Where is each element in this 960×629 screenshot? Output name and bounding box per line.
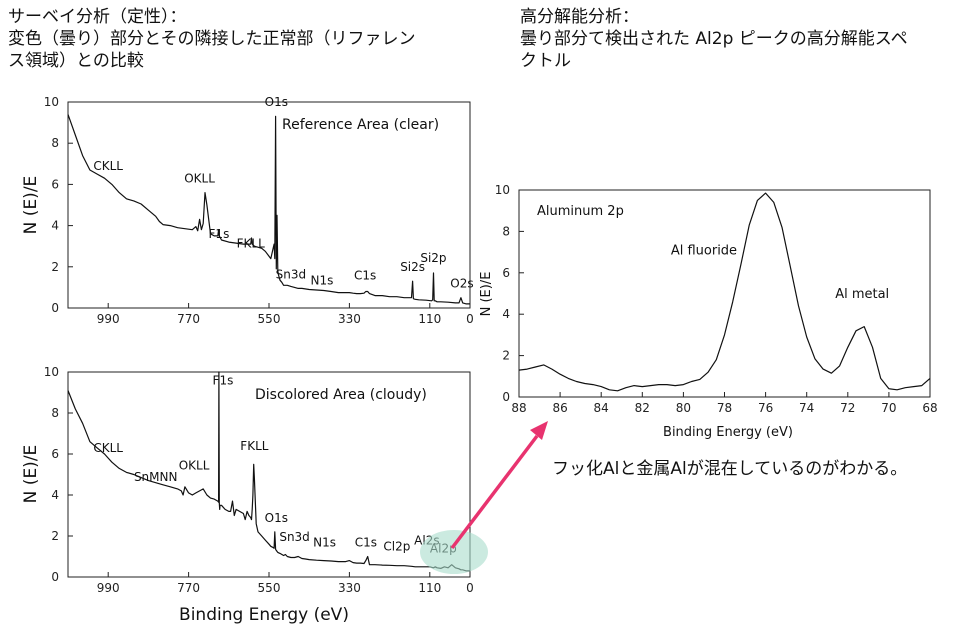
discolored-peak-label: N1s (313, 535, 336, 549)
reference-peak-label: FKLL (237, 236, 265, 250)
al2p-y-tick-label: 10 (495, 183, 510, 197)
discolored-spectrum-line (67, 371, 470, 572)
discolored-x-tick-label: 0 (466, 581, 474, 595)
discolored-peak-label: OKLL (179, 458, 210, 472)
al2p-x-tick-label: 84 (594, 401, 609, 415)
discolored-y-tick-label: 6 (51, 447, 59, 461)
discolored-x-tick-label: 110 (418, 581, 441, 595)
al2p-spectrum-line (518, 192, 931, 392)
al2p-highlight-ellipse (420, 530, 488, 574)
reference-peak-label: CKLL (93, 159, 123, 173)
al2p-x-tick-label: 76 (758, 401, 773, 415)
reference-peak-label: Si2s (400, 260, 425, 274)
al2p-x-tick-label: 74 (799, 401, 814, 415)
discolored-peak-label: FKLL (240, 439, 268, 453)
discolored-y-tick-label: 2 (51, 529, 59, 543)
discolored-area-title: Discolored Area (cloudy) (255, 387, 427, 403)
al2p-y-axis-label: N (E)/E (479, 272, 494, 317)
al2p-y-tick-label: 6 (502, 266, 510, 280)
discolored-y-tick-label: 10 (44, 365, 59, 379)
discolored-y-axis-label: N (E)/E (21, 445, 41, 504)
reference-y-tick-label: 10 (44, 95, 59, 109)
reference-peak-label: F1s (209, 227, 230, 241)
al2p-x-tick-label: 86 (552, 401, 567, 415)
reference-x-tick-label: 990 (97, 312, 120, 326)
discolored-peak-label: F1s (213, 373, 234, 387)
discolored-y-tick-label: 8 (51, 406, 59, 420)
reference-x-tick-label: 110 (418, 312, 441, 326)
discolored-peak-label: Sn3d (279, 530, 309, 544)
conclusion-text: フッ化Alと金属Alが混在しているのがわかる。 (552, 459, 908, 479)
al2p-x-tick-label: 78 (717, 401, 732, 415)
reference-peak-label: O1s (265, 95, 288, 109)
discolored-x-tick-label: 990 (97, 581, 120, 595)
annotation-overlay (420, 421, 548, 574)
reference-peak-label: OKLL (184, 171, 215, 185)
discolored-peak-label: C1s (355, 535, 377, 549)
al2p-area-title: Aluminum 2p (537, 204, 624, 219)
al2p-peak-label: Al fluoride (671, 243, 737, 258)
discolored-x-tick-label: 550 (258, 581, 281, 595)
reference-peak-label: Si2p (420, 251, 446, 265)
reference-spectrum-line (67, 114, 470, 305)
discolored-x-axis-label: Binding Energy (eV) (179, 605, 349, 625)
al2p-y-tick-label: 4 (502, 307, 510, 321)
reference-x-tick-label: 330 (338, 312, 361, 326)
reference-x-tick-label: 550 (258, 312, 281, 326)
arrow-head (530, 421, 548, 440)
reference-x-tick-label: 770 (177, 312, 200, 326)
discolored-y-tick-label: 0 (51, 570, 59, 584)
reference-area-chart: 0 2 4 6 8 10 990 770 550 330 110 0 Reference Area (c… (21, 95, 474, 326)
al2p-x-axis-label: Binding Energy (eV) (663, 425, 793, 440)
high-resolution-heading: 高分解能分析： 曇り部分て検出された Al2p ピークの高分解能スペ クトル (520, 7, 908, 71)
al2p-x-tick-label: 82 (635, 401, 650, 415)
reference-y-tick-label: 8 (51, 136, 59, 150)
discolored-x-tick-label: 770 (177, 581, 200, 595)
reference-peak-label: O2s (450, 277, 473, 291)
al2p-y-tick-label: 2 (502, 349, 510, 363)
reference-y-tick-label: 0 (51, 301, 59, 315)
arrow-shaft (450, 434, 539, 550)
reference-y-tick-label: 6 (51, 177, 59, 191)
reference-y-tick-label: 2 (51, 260, 59, 274)
reference-y-tick-label: 4 (51, 219, 59, 233)
reference-x-tick-label: 0 (466, 312, 474, 326)
al2p-y-tick-label: 8 (502, 224, 510, 238)
survey-heading: サーベイ分析（定性）： 変色（曇り）部分とその隣接した正常部（リファレン ス領域… (8, 7, 416, 71)
al2p-x-tick-label: 70 (881, 401, 896, 415)
discolored-peak-label: Cl2p (383, 539, 410, 553)
al2p-x-tick-label: 80 (676, 401, 691, 415)
discolored-peak-label: CKLL (93, 441, 123, 455)
al2p-y-tick-label: 0 (502, 390, 510, 404)
reference-y-axis-label: N (E)/E (21, 176, 41, 235)
discolored-peak-label: O1s (265, 511, 288, 525)
discolored-x-tick-label: 330 (338, 581, 361, 595)
discolored-y-tick-label: 4 (51, 488, 59, 502)
al2p-x-tick-label: 72 (840, 401, 855, 415)
reference-peak-label: Sn3d (276, 267, 306, 281)
discolored-peak-label: SnMNN (134, 470, 178, 484)
reference-area-title: Reference Area (clear) (282, 117, 439, 133)
discolored-area-chart: 0 2 4 6 8 10 990 770 550 330 110 0 Discolored Area (… (21, 365, 474, 625)
reference-peak-label: N1s (311, 273, 334, 287)
reference-peak-label: C1s (354, 268, 376, 282)
al2p-x-tick-label: 88 (511, 401, 526, 415)
al2p-peak-label: Al metal (835, 287, 889, 302)
al2p-x-tick-label: 68 (922, 401, 937, 415)
